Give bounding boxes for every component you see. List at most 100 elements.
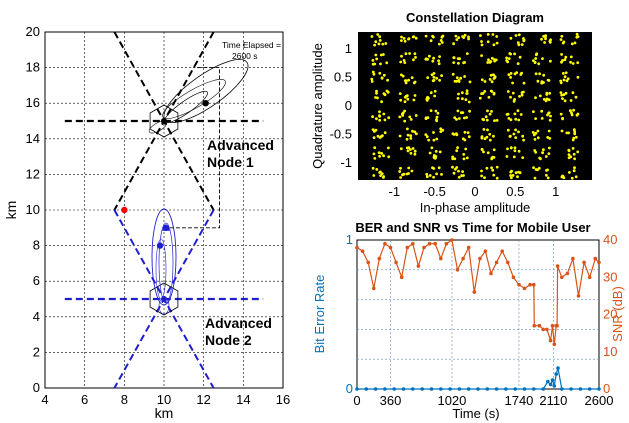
constellation-point	[505, 113, 509, 116]
constellation-point	[432, 131, 435, 134]
node2-beam-lobe	[155, 238, 167, 300]
constellation-point	[560, 34, 564, 38]
constellation-point	[453, 116, 457, 120]
constellation-point	[374, 128, 378, 132]
constellation-point	[399, 166, 402, 170]
constellation-point	[540, 109, 544, 113]
constellation-point	[485, 118, 489, 122]
constellation-point	[575, 35, 579, 39]
constellation-point	[505, 56, 508, 60]
constellation-point	[429, 39, 433, 43]
constellation-point	[505, 59, 509, 62]
constellation-point	[410, 169, 414, 173]
constellation-point	[403, 79, 407, 82]
constellation-point	[543, 41, 546, 44]
ber-xtick-label: 2110	[539, 393, 567, 408]
constellation-point	[573, 166, 576, 170]
constellation-point	[435, 172, 438, 176]
constellation-xtick-label: 1	[552, 184, 559, 199]
map-point	[156, 242, 164, 249]
constellation-point	[463, 116, 466, 120]
constellation-xlabel: In-phase amplitude	[420, 200, 531, 215]
constellation-point	[548, 39, 552, 43]
series-point-snr	[416, 264, 421, 268]
series-point-snr	[366, 260, 371, 265]
map-point	[121, 206, 128, 214]
constellation-point	[429, 109, 433, 112]
constellation-point	[439, 127, 443, 131]
constellation-point	[532, 110, 535, 113]
constellation-point	[514, 128, 517, 132]
constellation-point	[547, 98, 551, 102]
constellation-point	[519, 73, 523, 76]
constellation-point	[545, 91, 549, 95]
constellation-point	[545, 173, 548, 177]
ber-ytick-right-label: 0	[603, 381, 610, 396]
series-point-snr	[555, 323, 559, 328]
ber-ylabel-left: Bit Error Rate	[312, 275, 327, 354]
constellation-point	[569, 55, 573, 59]
series-point-snr	[555, 264, 560, 268]
constellation-point	[374, 40, 378, 44]
series-point-snr	[500, 249, 505, 253]
constellation-point	[452, 56, 456, 59]
constellation-point	[489, 73, 493, 77]
constellation-point	[440, 35, 444, 39]
constellation-point	[467, 35, 470, 39]
constellation-point	[509, 146, 513, 150]
map-xtick-label: 10	[157, 392, 171, 407]
constellation-point	[482, 150, 485, 154]
constellation-point	[462, 153, 466, 156]
constellation-point	[370, 35, 374, 38]
series-point-snr	[461, 256, 465, 261]
constellation-point	[372, 136, 376, 140]
constellation-point	[549, 59, 552, 63]
constellation-point	[520, 93, 524, 97]
constellation-point	[547, 152, 551, 156]
constellation-point	[457, 175, 461, 179]
time-elapsed-label: Time Elapsed =	[222, 40, 281, 50]
constellation-point	[517, 130, 520, 134]
constellation-point	[559, 112, 563, 116]
constellation-xtick-label: -0.5	[423, 184, 445, 199]
constellation-point	[432, 75, 436, 79]
series-point-ber	[546, 379, 550, 384]
constellation-point	[536, 136, 540, 140]
constellation-point	[398, 92, 402, 95]
constellation-point	[510, 176, 513, 180]
constellation-point	[509, 118, 513, 122]
ber-ytick-left-label: 0	[346, 381, 353, 396]
constellation-points	[370, 32, 580, 180]
node2-label-line2: Node 2	[205, 332, 252, 348]
constellation-point	[490, 166, 493, 170]
constellation-point	[480, 43, 484, 47]
constellation-point	[371, 59, 375, 62]
constellation-point	[490, 110, 493, 113]
constellation-point	[522, 81, 526, 85]
series-point-snr	[360, 249, 365, 253]
constellation-point	[404, 81, 408, 85]
constellation-ticks: -1 -0.5 0 0.5 1 -1 -0.5 0 0.5 1	[330, 41, 560, 199]
constellation-point	[406, 149, 410, 153]
constellation-point	[451, 157, 455, 161]
constellation-point	[412, 81, 416, 85]
constellation-point	[435, 118, 438, 122]
constellation-point	[514, 171, 518, 175]
constellation-point	[382, 92, 386, 95]
handover-path	[169, 67, 220, 229]
series-point-snr	[550, 323, 555, 328]
constellation-point	[540, 117, 544, 120]
constellation-point	[564, 71, 568, 75]
constellation-point	[428, 151, 432, 155]
constellation-point	[561, 72, 565, 75]
constellation-point	[409, 151, 413, 155]
constellation-point	[382, 73, 386, 77]
ber-xlabel: Time (s)	[452, 406, 499, 421]
constellation-point	[536, 129, 540, 133]
series-point-ber	[485, 387, 490, 391]
ber-xtick-label: 1020	[437, 393, 466, 408]
constellation-point	[428, 54, 431, 58]
series-point-ber	[554, 372, 558, 376]
constellation-point	[436, 111, 440, 115]
series-point-ber	[373, 387, 378, 391]
